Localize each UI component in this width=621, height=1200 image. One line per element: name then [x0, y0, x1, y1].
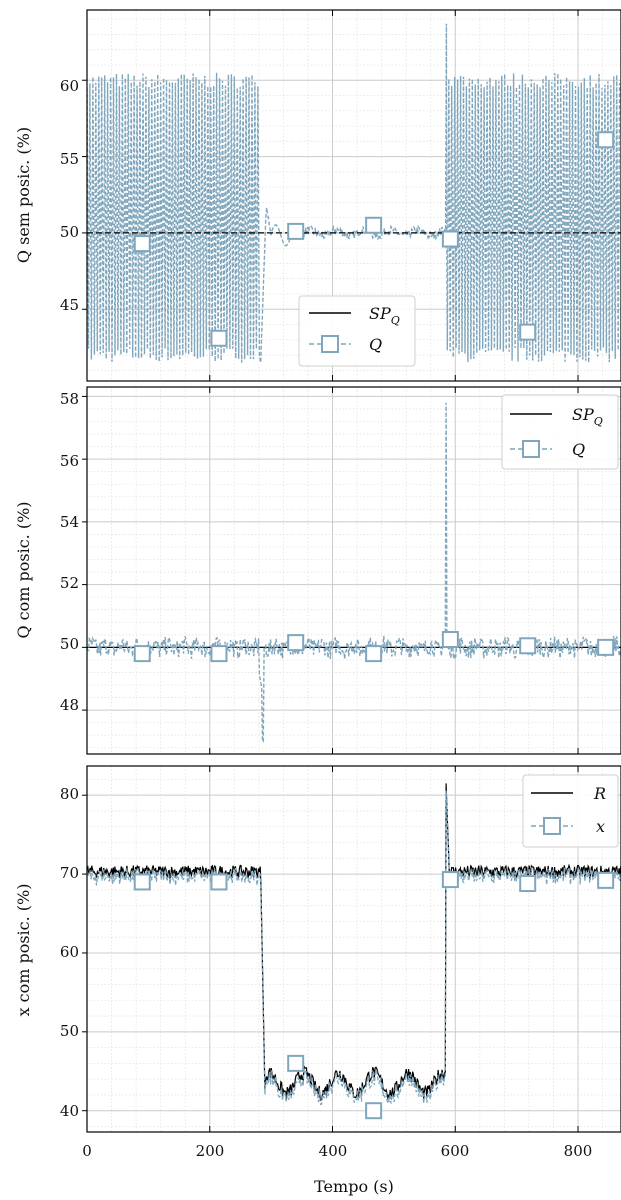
y-tick-label: 50 — [60, 1022, 79, 1040]
panel1-y-axis-label: Q sem posic. (%) — [14, 127, 33, 263]
data-marker — [287, 1054, 305, 1072]
data-marker — [365, 216, 383, 234]
data-marker — [597, 638, 615, 656]
data-marker — [133, 873, 151, 891]
panel1-plot-area — [87, 23, 621, 363]
x-tick-label: 200 — [196, 1142, 225, 1160]
legend-marker-flow — [522, 440, 540, 458]
legend-label-flow: Q — [369, 335, 382, 354]
y-tick-label: 80 — [60, 785, 79, 803]
panel-q-sem-posic: 45 50 55 60 Q sem posic. (%) SPQ Q — [14, 9, 621, 382]
panel2-y-axis-label: Q com posic. (%) — [14, 501, 33, 638]
panel3-x-ticks: 0 200 400 600 800 — [82, 1142, 592, 1160]
data-marker — [365, 645, 383, 663]
panel2-y-ticks: 48 50 52 54 56 58 — [60, 390, 79, 714]
panel-q-com-posic: 48 50 52 54 56 58 Q com posic. (%) SPQ Q — [14, 386, 621, 755]
panel1-legend: SPQ Q — [298, 295, 416, 367]
data-marker — [210, 329, 228, 347]
data-marker — [133, 645, 151, 663]
x-tick-label: 0 — [82, 1142, 92, 1160]
x-tick-label: 600 — [441, 1142, 470, 1160]
legend-marker-position — [543, 817, 561, 835]
x-axis-label: Tempo (s) — [314, 1177, 394, 1196]
data-marker — [210, 873, 228, 891]
data-marker — [287, 634, 305, 652]
legend-label-setpoint: SPQ — [572, 405, 603, 428]
data-marker — [133, 235, 151, 253]
legend-label-position: x — [596, 817, 605, 836]
y-tick-label: 40 — [60, 1102, 79, 1120]
y-tick-label: 45 — [60, 296, 79, 314]
panel3-legend: R x — [522, 774, 619, 848]
y-tick-label: 50 — [60, 635, 79, 653]
y-tick-label: 48 — [60, 696, 79, 714]
y-tick-label: 58 — [60, 390, 79, 408]
panel2-legend: SPQ Q — [501, 394, 619, 470]
y-tick-label: 50 — [60, 223, 79, 241]
panel3-y-axis-label: x com posic. (%) — [14, 884, 33, 1017]
data-marker — [441, 631, 459, 649]
x-tick-label: 800 — [564, 1142, 593, 1160]
y-tick-label: 54 — [60, 513, 79, 531]
data-marker — [519, 323, 537, 341]
data-marker — [519, 637, 537, 655]
panel3-y-ticks: 40 50 60 70 80 — [60, 785, 79, 1120]
y-tick-label: 60 — [60, 943, 79, 961]
series-x-line — [87, 790, 621, 1106]
data-marker — [519, 875, 537, 893]
data-marker — [597, 131, 615, 149]
legend-label-flow: Q — [572, 440, 585, 459]
data-marker — [287, 222, 305, 240]
panel1-y-ticks: 45 50 55 60 — [60, 77, 79, 314]
data-marker — [210, 645, 228, 663]
x-tick-label: 400 — [319, 1142, 348, 1160]
y-tick-label: 56 — [60, 452, 79, 470]
data-marker — [365, 1102, 383, 1120]
legend-label-setpoint: SPQ — [369, 304, 400, 327]
data-marker — [441, 230, 459, 248]
panel-x-com-posic: 40 50 60 70 80 x com posic. (%) 0 200 40… — [14, 765, 621, 1196]
data-marker — [597, 871, 615, 889]
data-marker — [441, 871, 459, 889]
y-tick-label: 52 — [60, 574, 79, 592]
y-tick-label: 60 — [60, 77, 79, 95]
panel2-plot-area — [87, 402, 621, 743]
panel1-frame — [86, 9, 621, 382]
legend-label-reference: R — [593, 784, 606, 803]
y-tick-label: 55 — [60, 150, 79, 168]
panel2-frame — [86, 386, 621, 755]
panel3-frame — [86, 765, 621, 1133]
legend-marker-flow — [321, 335, 339, 353]
y-tick-label: 70 — [60, 864, 79, 882]
series-Q-line — [87, 23, 621, 363]
panel3-plot-area — [87, 783, 621, 1120]
